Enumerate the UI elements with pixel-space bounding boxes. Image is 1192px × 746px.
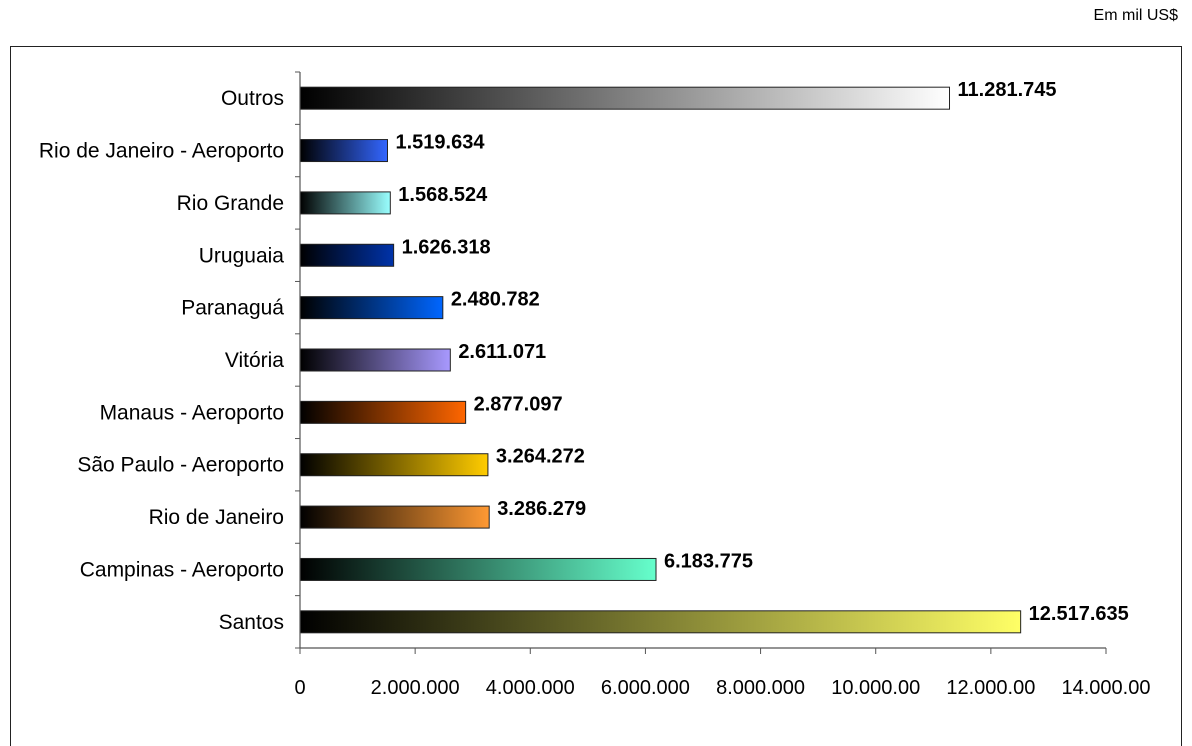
bar (299, 610, 1022, 634)
value-label: 6.183.775 (664, 550, 753, 572)
value-label: 2.480.782 (451, 289, 540, 311)
x-tick-label: 6.000.000 (601, 677, 690, 699)
category-label: Vitória (225, 349, 284, 372)
category-label: Paranaguá (181, 297, 284, 320)
chart-frame (10, 46, 1182, 746)
x-tick-label: 4.000.000 (486, 677, 575, 699)
value-label: 2.611.071 (458, 341, 546, 363)
category-label: Campinas - Aeroporto (80, 558, 284, 581)
category-label: São Paulo - Aeroporto (77, 454, 284, 477)
category-label: Rio de Janeiro - Aeroporto (39, 140, 284, 163)
bar (299, 191, 391, 215)
bar (299, 453, 489, 477)
bar (299, 296, 444, 320)
x-tick-label: 12.000.00 (946, 677, 1035, 699)
category-label: Uruguaia (199, 244, 285, 267)
x-tick-label: 14.000.00 (1062, 677, 1151, 699)
unit-note: Em mil US$ (1093, 7, 1178, 24)
x-tick-label: 10.000.00 (831, 677, 920, 699)
bar (299, 505, 490, 529)
value-label: 1.519.634 (395, 132, 485, 154)
bar (299, 557, 657, 581)
value-label: 12.517.635 (1029, 603, 1129, 625)
bar (299, 400, 467, 424)
category-label: Outros (221, 87, 284, 110)
category-label: Manaus - Aeroporto (100, 401, 284, 424)
category-label: Rio Grande (177, 192, 284, 215)
bars-layer: Santos 12.517.635 Campinas - Aeroporto 6.18… (39, 79, 1129, 634)
bar (299, 348, 451, 372)
value-label: 1.626.318 (402, 236, 491, 258)
x-tick-label: 2.000.000 (371, 677, 460, 699)
category-label: Santos (219, 611, 284, 634)
value-label: 2.877.097 (474, 393, 563, 415)
value-label: 3.286.279 (497, 498, 586, 520)
value-label: 1.568.524 (398, 184, 488, 206)
bar (299, 86, 951, 110)
bar (299, 139, 388, 163)
bar (299, 243, 395, 267)
axis-layer: 0 2.000.000 4.000.000 6.000.000 8.000.000 10.… (294, 71, 1151, 699)
category-label: Rio de Janeiro (149, 506, 284, 529)
x-tick-label: 0 (294, 677, 305, 699)
value-label: 3.264.272 (496, 446, 585, 468)
value-label: 11.281.745 (958, 79, 1057, 101)
x-tick-label: 8.000.000 (716, 677, 805, 699)
